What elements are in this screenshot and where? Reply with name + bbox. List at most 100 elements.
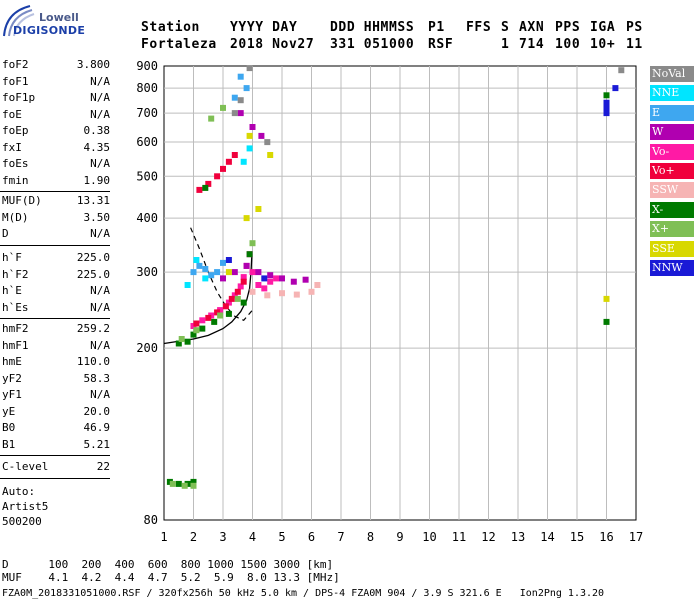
header-value-date: 2018 Nov27 xyxy=(230,37,315,52)
param-separator xyxy=(0,191,110,192)
param-name: h`F xyxy=(2,251,22,264)
param-name: foE xyxy=(2,107,22,121)
x-tick-label: 9 xyxy=(396,530,403,544)
echo-point xyxy=(190,269,197,276)
echo-point xyxy=(293,291,300,298)
echo-point xyxy=(181,482,188,489)
param-value: N/A xyxy=(90,338,110,352)
param-name: M(D) xyxy=(2,210,29,224)
x-tick-label: 14 xyxy=(540,530,554,544)
x-tick-label: 13 xyxy=(511,530,525,544)
legend-item: NNE xyxy=(650,85,694,102)
x-tick-label: 12 xyxy=(481,530,495,544)
param-name: B1 xyxy=(2,437,16,451)
echo-point xyxy=(220,275,226,282)
echo-point xyxy=(279,275,285,282)
param-value: 20.0 xyxy=(83,404,111,418)
echo-point xyxy=(264,292,271,299)
echo-point xyxy=(199,325,206,332)
echo-point xyxy=(267,278,274,285)
echo-point xyxy=(237,283,244,290)
legend-item: W xyxy=(650,124,694,141)
echo-point xyxy=(243,85,250,92)
echo-point xyxy=(202,184,209,191)
param-row: yE 20.0 xyxy=(2,405,110,419)
echo-point xyxy=(225,310,232,317)
echo-point xyxy=(603,104,610,111)
param-row: yF2 58.3 xyxy=(2,372,110,386)
legend-item: Vo+ xyxy=(650,163,694,179)
echo-point xyxy=(237,97,244,104)
logo-line2: DIGISONDE xyxy=(13,24,86,37)
echo-point xyxy=(214,269,221,276)
header-value-iga: 10+ xyxy=(590,37,616,52)
legend-item: NNW xyxy=(650,260,694,276)
echo-point xyxy=(211,318,218,325)
echo-point xyxy=(290,278,297,285)
param-row: hmF2 259.2 xyxy=(2,322,110,336)
param-name: foF1 xyxy=(2,74,29,88)
x-tick-label: 11 xyxy=(452,530,466,544)
echo-point xyxy=(196,262,203,269)
param-name: hmF1 xyxy=(2,338,29,352)
echo-point xyxy=(193,320,200,327)
param-value: 0.38 xyxy=(83,124,111,137)
x-tick-label: 2 xyxy=(190,530,197,544)
echo-point xyxy=(603,295,610,302)
echo-point xyxy=(618,67,625,74)
echo-point xyxy=(246,132,253,139)
param-row: foEp 0.38 xyxy=(2,124,110,138)
y-tick-label: 400 xyxy=(136,211,158,225)
param-row: B1 5.21 xyxy=(2,438,110,452)
header-label-axn: AXN xyxy=(519,20,545,35)
echo-point xyxy=(603,318,610,325)
param-value: 5.21 xyxy=(83,437,111,451)
echo-point xyxy=(228,295,235,302)
echo-point xyxy=(249,124,256,130)
echo-point xyxy=(231,110,238,117)
param-name: C-level xyxy=(2,460,49,473)
echo-point xyxy=(267,272,274,279)
x-tick-label: 3 xyxy=(219,530,226,544)
echo-point xyxy=(225,269,232,276)
param-row: yF1 N/A xyxy=(2,388,110,402)
legend-item: SSW xyxy=(650,182,694,199)
echo-point xyxy=(220,165,226,172)
footer-line-muf: MUF 4.1 4.2 4.4 4.7 5.2 5.9 8.0 13.3 [MH… xyxy=(2,571,340,584)
x-tick-label: 17 xyxy=(629,530,643,544)
param-name: fmin xyxy=(2,173,29,187)
echo-point xyxy=(205,314,212,321)
header-label-iga: IGA xyxy=(590,20,616,35)
param-name: h`Es xyxy=(2,300,29,314)
param-separator xyxy=(0,477,110,479)
param-value: 110.0 xyxy=(76,355,110,368)
param-value: N/A xyxy=(90,388,110,401)
echo-point xyxy=(237,73,244,80)
echo-point xyxy=(169,480,176,487)
echo-point xyxy=(220,259,226,266)
echo-point xyxy=(264,139,271,146)
param-value: 22 xyxy=(96,460,110,473)
echo-point xyxy=(196,186,203,193)
echo-point xyxy=(225,299,232,306)
echo-point xyxy=(190,331,197,338)
auto-line: Artist5 xyxy=(2,500,49,513)
param-name: fxI xyxy=(2,140,22,154)
echo-point xyxy=(261,275,268,282)
param-value: N/A xyxy=(90,157,110,170)
x-tick-label: 8 xyxy=(367,530,374,544)
auto-line: 500200 xyxy=(2,515,42,528)
echo-point xyxy=(208,115,215,122)
header-label-p1: P1 xyxy=(428,20,445,35)
parameter-panel: foF2 3.800 foF1 N/A foF1p N/A foE N/A foEp 0.38 fx… xyxy=(0,0,112,540)
echo-point xyxy=(243,215,250,222)
x-tick-label: 4 xyxy=(249,530,256,544)
param-value: N/A xyxy=(90,74,110,88)
header-label-pps: PPS xyxy=(555,20,581,35)
x-tick-label: 1 xyxy=(160,530,167,544)
param-name: yF2 xyxy=(2,371,22,385)
echo-point xyxy=(225,257,232,263)
echo-point xyxy=(612,85,619,92)
header-value-pps: 100 xyxy=(555,37,581,52)
echo-point xyxy=(240,274,247,281)
